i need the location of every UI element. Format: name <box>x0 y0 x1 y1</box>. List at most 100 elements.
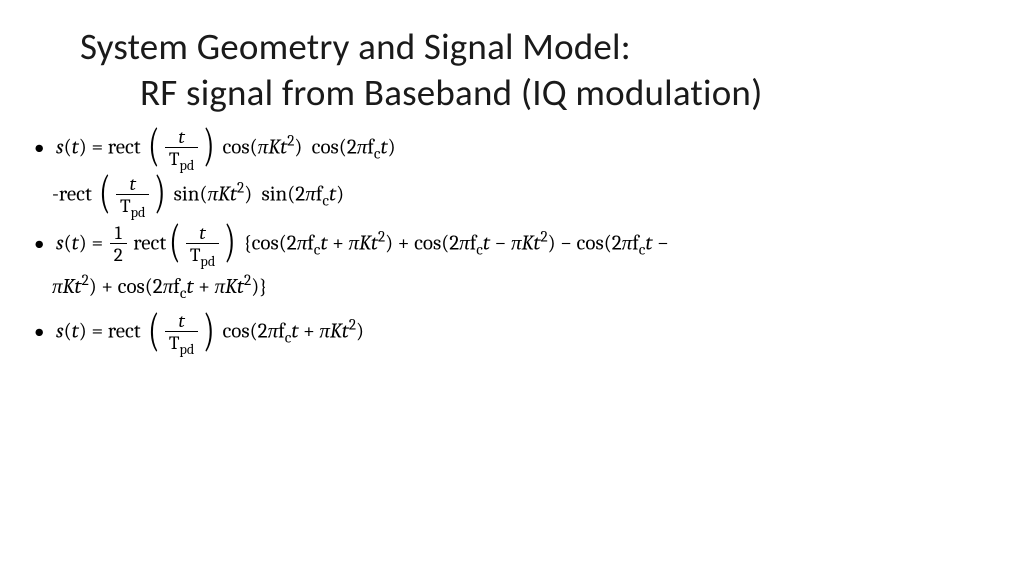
t2: t <box>381 135 388 159</box>
f: f <box>367 135 374 159</box>
t7: t <box>371 231 378 255</box>
K6: K <box>225 275 237 299</box>
sin2: sin <box>261 182 287 206</box>
lp3: ( <box>170 222 181 262</box>
tw5: 2 <box>612 231 622 255</box>
cos5: cos <box>577 231 604 255</box>
num2: t <box>116 174 149 195</box>
T: T <box>169 148 180 170</box>
rect3: rect <box>108 320 141 344</box>
pi7: π <box>459 231 470 255</box>
s2: s <box>56 231 64 255</box>
equation-1a: s(t) = rect (tTpd) cos(πKt2) cos(2πfct) <box>56 127 984 170</box>
close: ) <box>294 135 302 159</box>
rcurly: } <box>259 275 267 299</box>
bullet-marker-2: • <box>30 223 56 263</box>
num3: t <box>186 223 219 244</box>
T3: T <box>190 244 201 266</box>
pl2: + <box>393 231 414 255</box>
t12: t <box>186 275 193 299</box>
minus-rect: -rect <box>52 182 92 206</box>
pi3: π <box>207 182 218 206</box>
pi: π <box>258 135 269 159</box>
cos1: cos <box>222 135 249 159</box>
pi6: π <box>348 231 359 255</box>
big-rparen2: ) <box>155 173 166 213</box>
den4: Tpd <box>165 332 198 354</box>
one: 1 <box>110 223 127 244</box>
pi12: π <box>214 275 225 299</box>
slide: System Geometry and Signal Model: RF sig… <box>0 0 1024 576</box>
sym-s: s <box>56 135 64 159</box>
eq3: = <box>87 320 108 344</box>
tw4: 2 <box>449 231 459 255</box>
rect2: rect <box>133 231 166 255</box>
sq4: 2 <box>541 227 548 245</box>
pl3: + <box>97 275 118 299</box>
mn2: − <box>556 231 577 255</box>
title-line2: RF signal from Baseband (IQ modulation) <box>80 70 984 116</box>
sq5: 2 <box>82 271 89 289</box>
f6: f <box>173 275 180 299</box>
sin1: sin <box>174 182 200 206</box>
t11: t <box>74 275 81 299</box>
frac3: tTpd <box>186 223 219 266</box>
pi5: π <box>297 231 308 255</box>
den3: Tpd <box>186 244 219 266</box>
eq2: = <box>87 231 108 255</box>
content-area: • s(t) = rect (tTpd) cos(πKt2) cos(2πfct… <box>30 127 984 355</box>
open: ( <box>250 135 258 159</box>
open2: ( <box>339 135 347 159</box>
pd4: pd <box>179 341 194 358</box>
equals: = <box>87 135 108 159</box>
rp3: ) <box>225 222 236 262</box>
tw6: 2 <box>153 275 163 299</box>
title-line1: System Geometry and Signal Model: <box>80 24 631 69</box>
pi14: π <box>319 320 330 344</box>
f7: f <box>278 320 285 344</box>
t8: t <box>483 231 490 255</box>
t9: t <box>533 231 540 255</box>
slide-title: System Geometry and Signal Model: RF sig… <box>80 24 984 117</box>
mn1: − <box>490 231 511 255</box>
pi9: π <box>622 231 633 255</box>
K7: K <box>330 320 342 344</box>
sq7: 2 <box>349 316 356 334</box>
bullet-2: • s(t) = 12 rect(tTpd) {cos(2πfct + πKt2… <box>30 223 984 266</box>
rp4: ) <box>204 311 215 351</box>
close2: ) <box>388 135 396 159</box>
equation-2b: πKt2) + cos(2πfct + πKt2)} <box>52 270 984 306</box>
K4: K <box>521 231 533 255</box>
big-lparen: ( <box>149 126 160 166</box>
num4: t <box>165 311 198 332</box>
frac-t-Tpd: tTpd <box>165 127 198 170</box>
K: K <box>268 135 280 159</box>
bullet-marker-3: • <box>30 311 56 351</box>
K5: K <box>63 275 75 299</box>
bullet-3: • s(t) = rect (tTpd) cos(2πfct + πKt2) <box>30 311 984 354</box>
frac4: tTpd <box>165 311 198 354</box>
pi2: π <box>357 135 368 159</box>
frac-num: t <box>165 127 198 148</box>
two2: 2 <box>295 182 305 206</box>
pd: pd <box>179 156 194 173</box>
den2: Tpd <box>116 195 149 217</box>
equation-1b: -rect (tTpd) sin(πKt2) sin(2πfct) <box>52 174 984 217</box>
cos7: cos <box>222 320 249 344</box>
cos3: cos <box>252 231 279 255</box>
pl1: + <box>328 231 349 255</box>
t10: t <box>645 231 652 255</box>
t14: t <box>72 320 79 344</box>
c4: c <box>476 240 483 258</box>
cos4: cos <box>414 231 441 255</box>
c: c <box>374 144 381 162</box>
frac-den: Tpd <box>165 148 198 170</box>
pi4: π <box>305 182 316 206</box>
equation-2a: s(t) = 12 rect(tTpd) {cos(2πfct + πKt2) … <box>56 223 984 266</box>
T2: T <box>120 195 131 217</box>
close-paren: ) <box>79 135 87 159</box>
tw3: 2 <box>287 231 297 255</box>
t16: t <box>342 320 349 344</box>
half: 12 <box>110 223 127 266</box>
t13: t <box>237 275 244 299</box>
